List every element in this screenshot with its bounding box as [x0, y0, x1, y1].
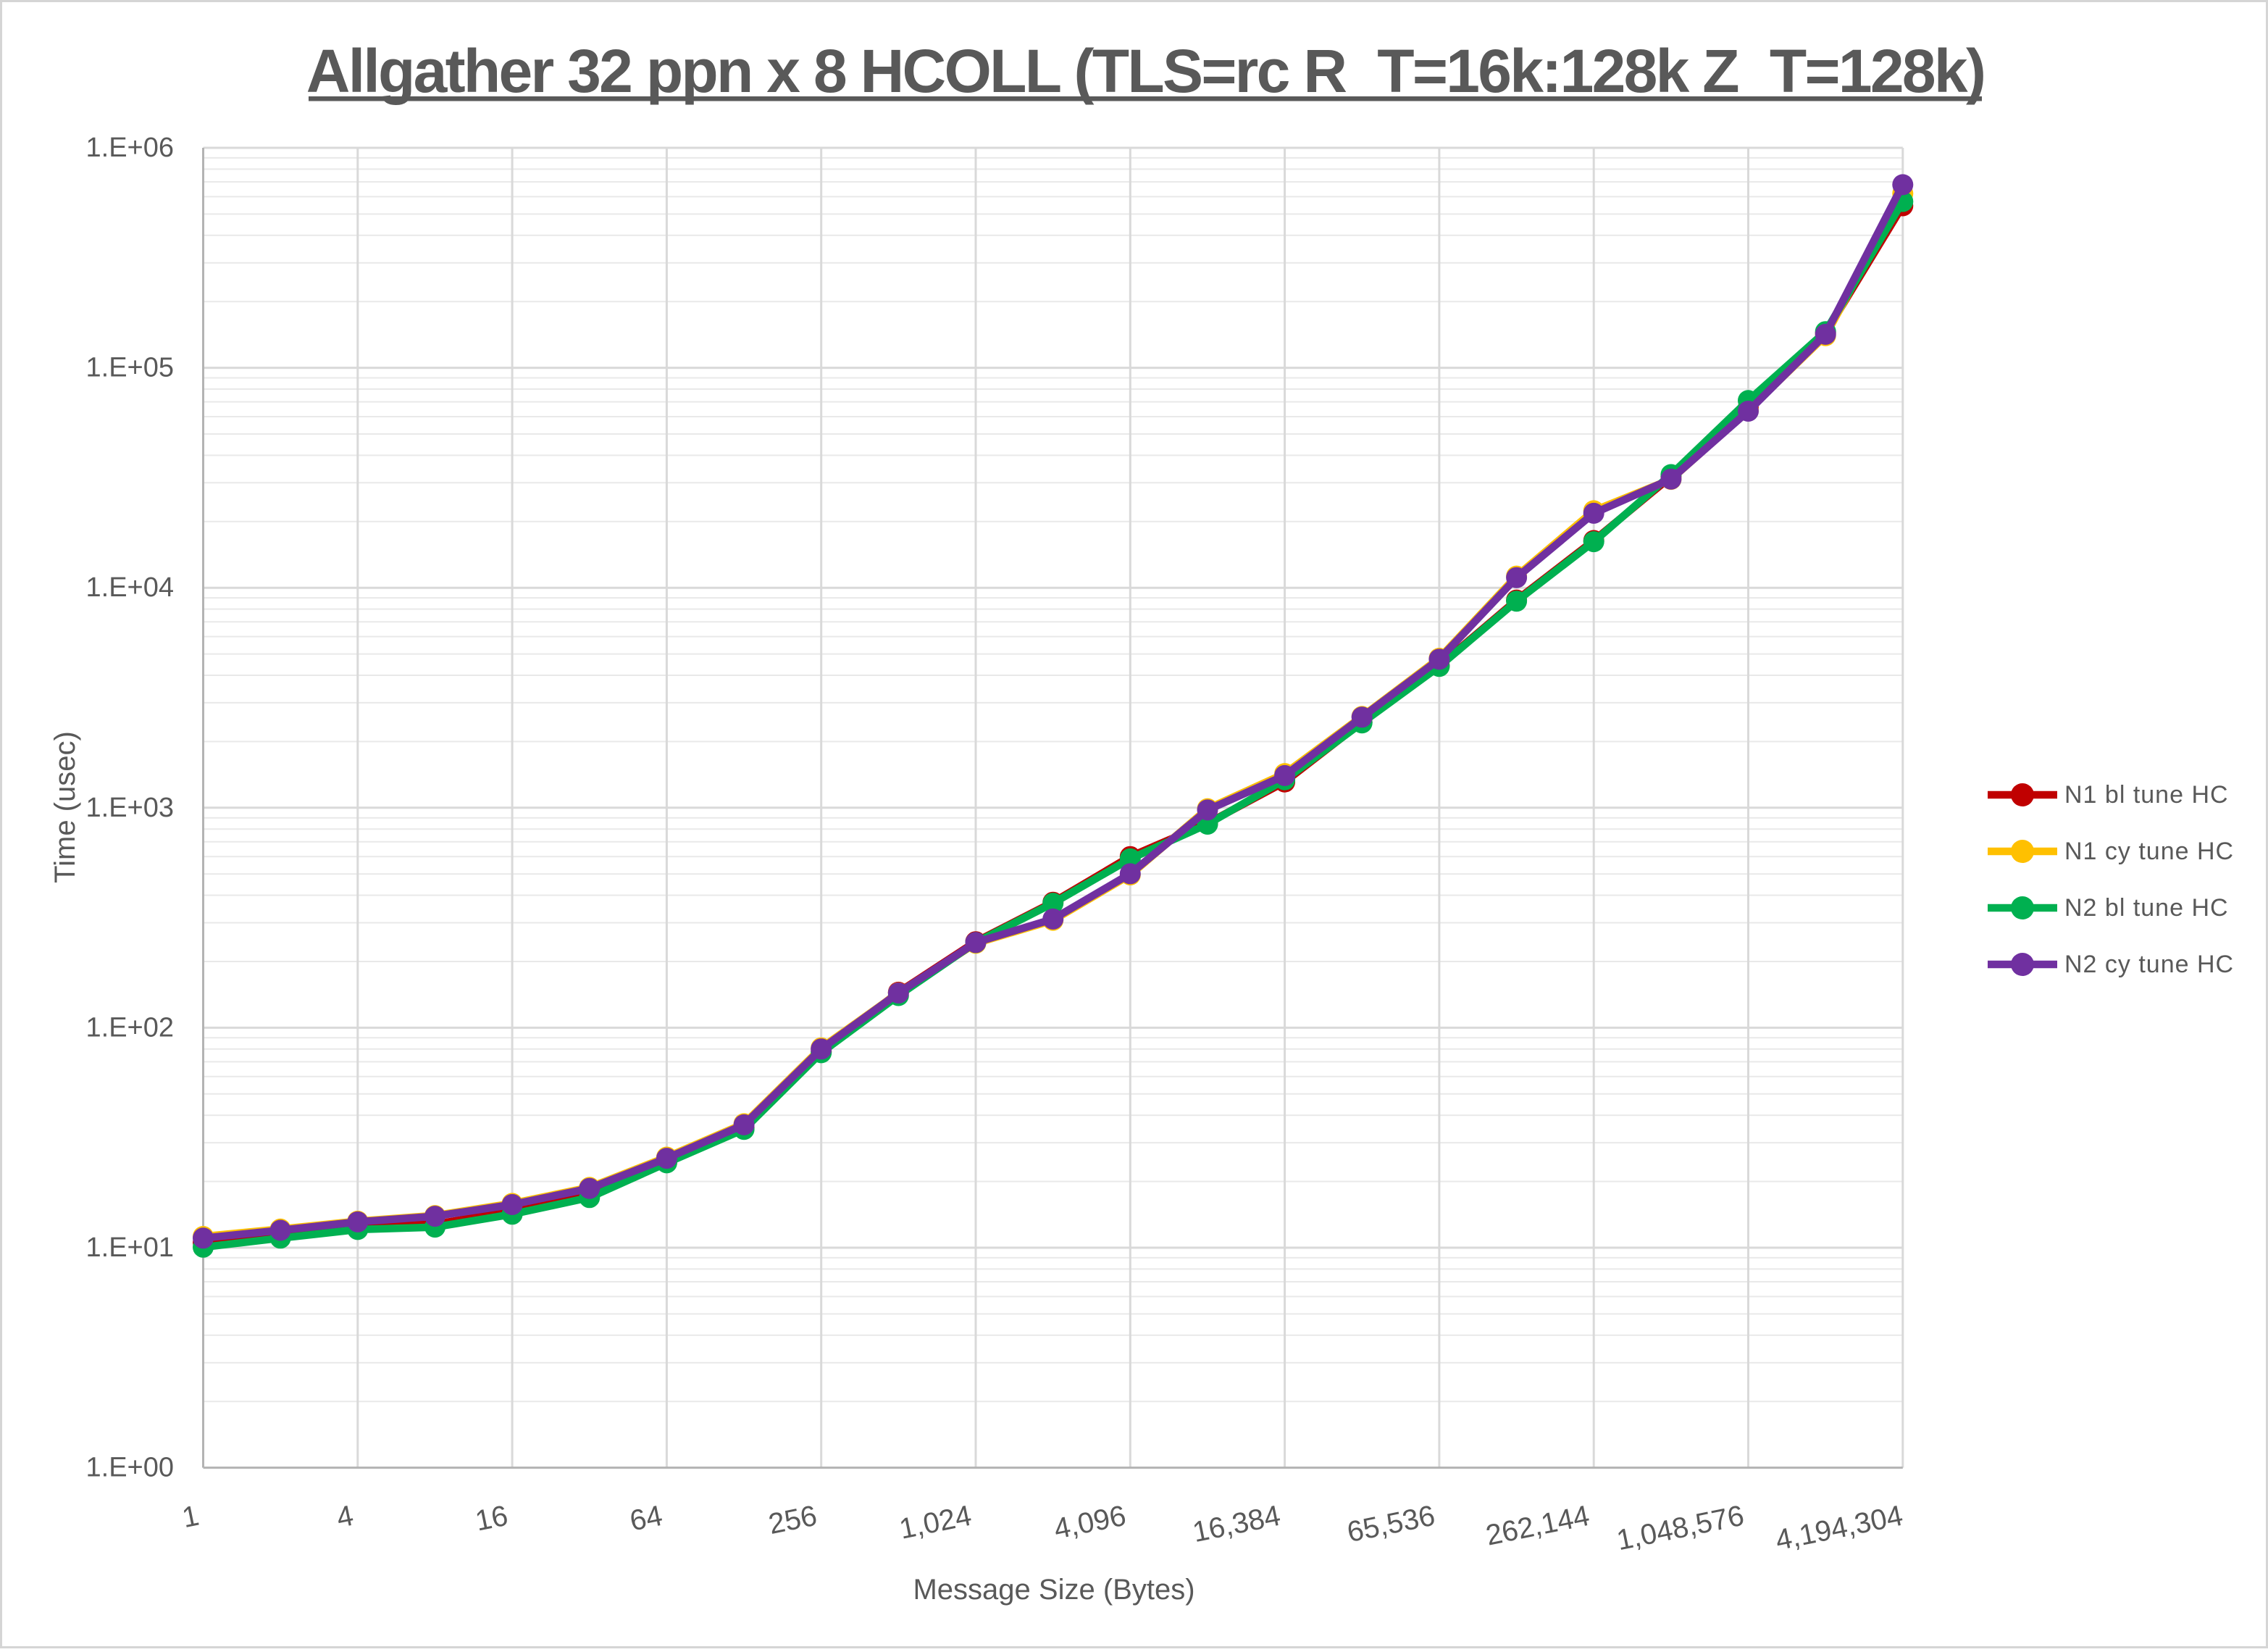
svg-text:N1 bl tune HC: N1 bl tune HC	[2064, 781, 2229, 809]
svg-text:16: 16	[473, 1500, 511, 1538]
svg-text:N2 bl tune HC: N2 bl tune HC	[2064, 894, 2229, 922]
svg-text:1.E+02: 1.E+02	[86, 1012, 175, 1043]
svg-text:1.E+00: 1.E+00	[86, 1453, 175, 1483]
svg-text:Time (usec): Time (usec)	[49, 731, 81, 883]
svg-text:64: 64	[627, 1500, 665, 1538]
svg-text:1.E+06: 1.E+06	[86, 133, 175, 163]
svg-text:1.E+05: 1.E+05	[86, 353, 175, 383]
svg-text:N1 cy tune HC: N1 cy tune HC	[2064, 838, 2234, 865]
svg-text:Message Size (Bytes): Message Size (Bytes)	[913, 1574, 1194, 1606]
svg-text:Allgather 32 ppn x 8 HCOLL (TL: Allgather 32 ppn x 8 HCOLL (TLS=rc R_T=1…	[306, 37, 1984, 105]
svg-text:1.E+03: 1.E+03	[86, 793, 175, 823]
svg-text:1.E+04: 1.E+04	[86, 572, 175, 603]
svg-text:1.E+01: 1.E+01	[86, 1232, 175, 1263]
svg-text:N2 cy tune HC: N2 cy tune HC	[2064, 951, 2234, 978]
